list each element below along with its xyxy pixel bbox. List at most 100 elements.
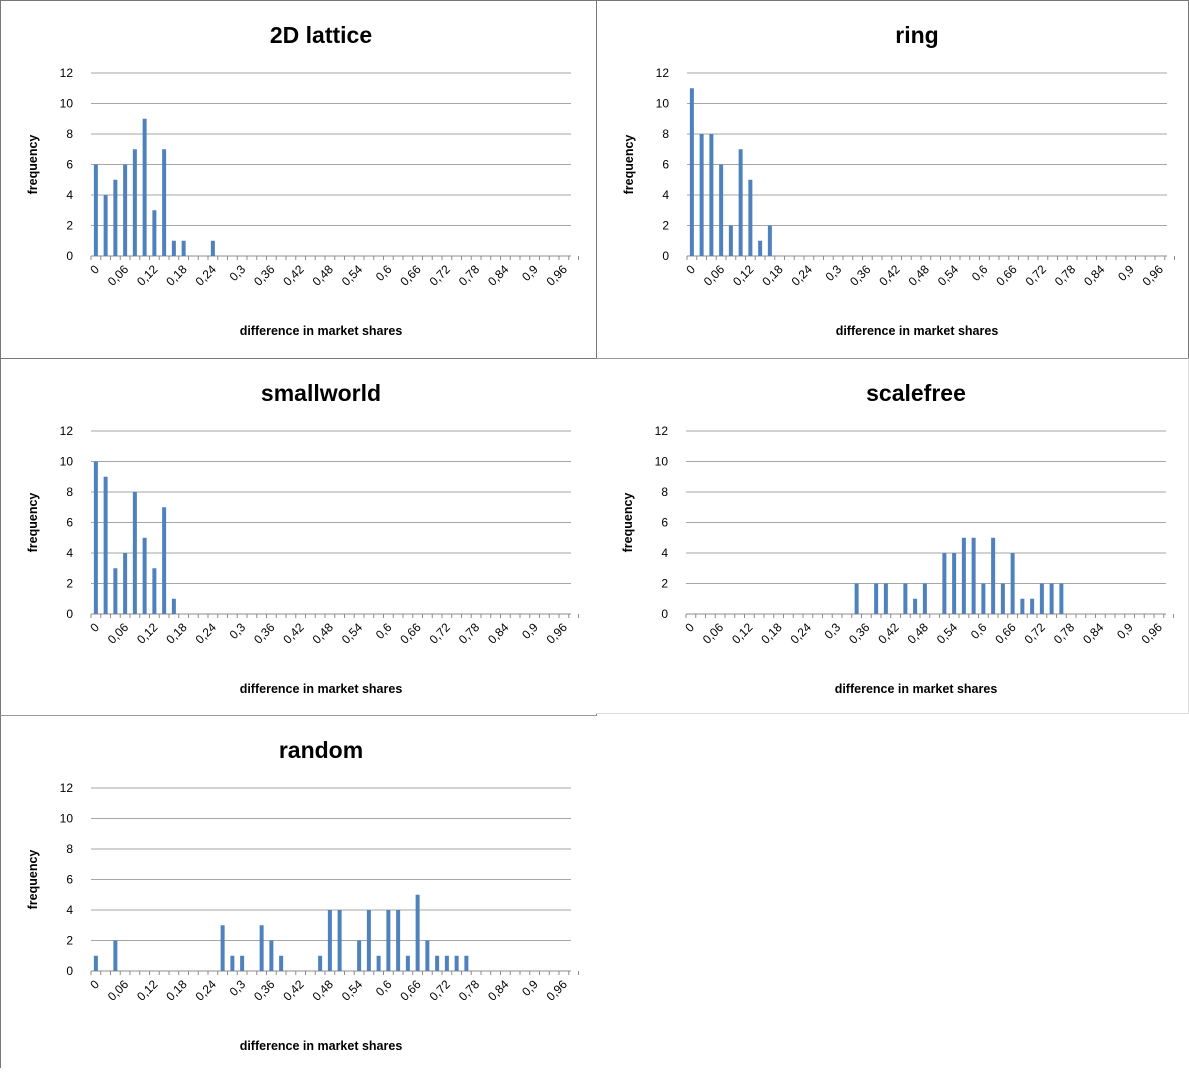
chart-panel-5: random 0 2 4 6 8 10 12 0 0,06 0,12 0,18 0,24 0,3 0,36 0…: [0, 715, 597, 1068]
x-tick-label: 0,12: [730, 262, 757, 289]
bar: [748, 179, 753, 256]
bar: [1010, 553, 1015, 614]
x-tick-label: 0,96: [544, 262, 571, 289]
x-tick-label: 0,54: [339, 262, 366, 289]
y-tick-label: 2: [66, 219, 73, 233]
bar: [240, 955, 245, 971]
bar: [220, 925, 225, 971]
bar: [396, 910, 401, 971]
x-tick-label: 0,9: [519, 977, 541, 999]
bar: [142, 118, 147, 256]
bar: [874, 583, 879, 614]
bar: [1059, 583, 1064, 614]
x-tick-label: 0,48: [905, 620, 932, 647]
y-tick-label: 12: [60, 66, 74, 80]
x-tick-label: 0: [87, 620, 102, 635]
chart-panel-4: scalefree 0 2 4 6 8 10 12 0 0,06 0,12 0,18 0,24 0,3 0,…: [596, 358, 1189, 714]
x-tick-label: 0,78: [456, 977, 483, 1004]
x-tick-label: 0,6: [969, 262, 991, 284]
y-tick-label: 8: [66, 127, 73, 141]
x-tick-label: 0,12: [134, 262, 161, 289]
y-tick-label: 2: [662, 219, 669, 233]
x-tick-label: 0,42: [280, 620, 307, 647]
y-axis-label: frequency: [26, 850, 40, 910]
x-tick-label: 0,36: [251, 262, 278, 289]
y-tick-label: 8: [66, 485, 73, 499]
bar: [1020, 598, 1025, 614]
bar: [357, 940, 362, 971]
x-tick-label: 0,84: [485, 977, 512, 1004]
bar: [123, 164, 128, 256]
bar: [854, 583, 859, 614]
x-tick-label: 0,78: [456, 262, 483, 289]
x-tick-label: 0,96: [544, 977, 571, 1004]
y-tick-label: 8: [66, 842, 73, 856]
x-tick-label: 0,48: [906, 262, 933, 289]
chart-title: scalefree: [866, 380, 966, 406]
x-tick-label: 0,06: [105, 977, 132, 1004]
x-axis-label: difference in market shares: [835, 682, 998, 696]
y-tick-label: 6: [662, 158, 669, 172]
x-tick-label: 0,12: [134, 977, 161, 1004]
bar: [689, 88, 694, 256]
bar: [961, 537, 966, 614]
y-tick-label: 0: [66, 607, 73, 621]
x-tick-label: 0,18: [759, 262, 786, 289]
y-tick-label: 6: [661, 516, 668, 530]
bar: [709, 134, 714, 256]
x-tick-label: 0,3: [227, 262, 249, 284]
bar: [279, 955, 284, 971]
x-tick-label: 0,36: [847, 262, 874, 289]
x-tick-label: 0,72: [427, 262, 454, 289]
bar: [922, 583, 927, 614]
y-axis-label: frequency: [26, 493, 40, 553]
x-tick-label: 0,72: [1023, 262, 1050, 289]
x-tick-label: 0,66: [397, 977, 424, 1004]
bar: [113, 179, 118, 256]
x-tick-label: 0,84: [1081, 262, 1108, 289]
x-tick-label: 0,24: [789, 262, 816, 289]
y-tick-label: 10: [60, 97, 74, 111]
x-tick-label: 0,42: [876, 262, 903, 289]
y-tick-label: 12: [655, 424, 669, 438]
y-tick-label: 10: [655, 455, 669, 469]
x-tick-label: 0,06: [701, 262, 728, 289]
x-tick-label: 0,54: [339, 620, 366, 647]
x-tick-label: 0,42: [280, 977, 307, 1004]
bar: [181, 240, 186, 256]
x-tick-label: 0,96: [1140, 262, 1167, 289]
x-tick-label: 0,66: [397, 262, 424, 289]
x-tick-label: 0,9: [1115, 262, 1137, 284]
x-tick-label: 0,18: [163, 977, 190, 1004]
bar: [103, 476, 108, 614]
y-tick-label: 0: [662, 249, 669, 263]
bar: [913, 598, 918, 614]
x-tick-label: 0,96: [544, 620, 571, 647]
bar: [93, 461, 98, 614]
x-tick-label: 0: [87, 977, 102, 992]
y-tick-label: 12: [656, 66, 670, 80]
x-tick-label: 0,48: [310, 977, 337, 1004]
bar: [1000, 583, 1005, 614]
y-tick-label: 4: [66, 903, 73, 917]
x-tick-label: 0,48: [310, 620, 337, 647]
x-tick-label: 0,9: [519, 262, 541, 284]
x-tick-label: 0,9: [519, 620, 541, 642]
bar: [269, 940, 274, 971]
x-tick-label: 0: [682, 620, 697, 635]
bar: [728, 225, 733, 256]
y-tick-label: 10: [60, 812, 74, 826]
chart-title: ring: [895, 22, 938, 48]
x-tick-label: 0,66: [993, 262, 1020, 289]
x-tick-label: 0,24: [193, 977, 220, 1004]
x-tick-label: 0,42: [875, 620, 902, 647]
bar: [738, 149, 743, 256]
x-tick-label: 0,24: [193, 620, 220, 647]
bar: [699, 134, 704, 256]
bar: [444, 955, 449, 971]
y-axis-label: frequency: [26, 135, 40, 195]
